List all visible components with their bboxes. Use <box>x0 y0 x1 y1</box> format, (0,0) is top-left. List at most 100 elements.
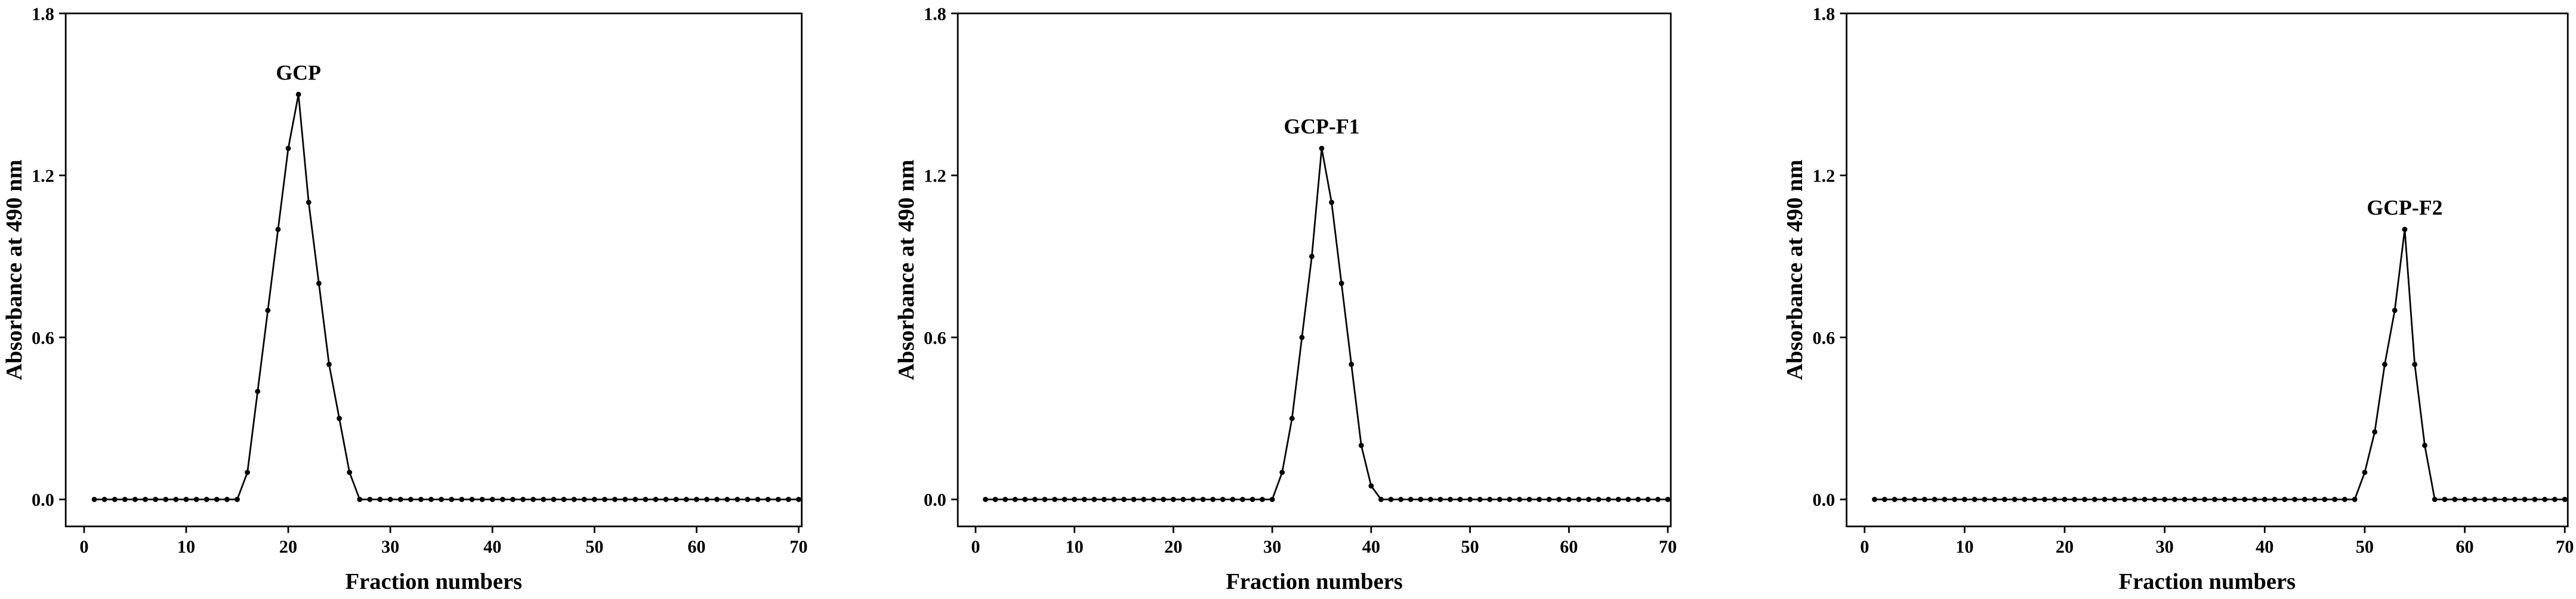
data-point <box>1338 281 1344 286</box>
data-point <box>367 496 373 502</box>
x-tick-label: 40 <box>1362 536 1380 557</box>
x-axis-label: Fraction numbers <box>345 569 522 594</box>
x-tick-label: 50 <box>585 536 603 557</box>
data-point <box>1220 496 1226 502</box>
data-point <box>469 496 475 502</box>
data-point <box>357 496 363 502</box>
data-point <box>337 416 343 422</box>
data-point <box>306 199 311 205</box>
data-point <box>2172 496 2177 502</box>
data-point <box>683 496 689 502</box>
data-point <box>1388 496 1394 502</box>
data-point <box>2112 496 2118 502</box>
data-point <box>653 496 659 502</box>
data-point <box>1942 496 1948 502</box>
data-point <box>245 469 251 475</box>
data-line <box>94 94 799 500</box>
data-point <box>2352 496 2358 502</box>
data-point <box>1111 496 1117 502</box>
y-tick-label: 0.0 <box>1812 490 1835 510</box>
data-point <box>1210 496 1216 502</box>
plot-frame <box>957 13 1672 527</box>
data-point <box>1437 496 1443 502</box>
data-point <box>1062 496 1068 502</box>
data-point <box>1368 483 1374 489</box>
data-point <box>2042 496 2047 502</box>
data-point <box>1289 416 1295 422</box>
data-point <box>1032 496 1038 502</box>
data-point <box>551 496 557 502</box>
data-point <box>2222 496 2228 502</box>
data-point <box>2082 496 2087 502</box>
data-point <box>203 496 209 502</box>
data-point <box>449 496 455 502</box>
data-point <box>983 496 988 502</box>
data-point <box>2072 496 2078 502</box>
data-point <box>1398 496 1403 502</box>
data-point <box>2552 496 2558 502</box>
x-tick-label: 70 <box>1659 536 1677 557</box>
data-point <box>1170 496 1176 502</box>
data-point <box>428 496 434 502</box>
data-point <box>591 496 597 502</box>
data-point <box>693 496 699 502</box>
data-point <box>91 496 97 502</box>
data-point <box>1418 496 1424 502</box>
y-tick-label: 1.8 <box>32 4 54 24</box>
data-point <box>2032 496 2038 502</box>
data-point <box>1457 496 1463 502</box>
data-point <box>2232 496 2238 502</box>
data-point <box>612 496 618 502</box>
data-point <box>1507 496 1513 502</box>
data-point <box>316 281 322 286</box>
x-tick-label: 20 <box>279 536 297 557</box>
x-tick-label: 0 <box>1860 536 1869 557</box>
data-point <box>2091 496 2097 502</box>
data-point <box>275 226 281 232</box>
data-point <box>235 496 240 502</box>
data-point <box>2482 496 2488 502</box>
data-point <box>1150 496 1156 502</box>
data-point <box>622 496 628 502</box>
data-point <box>2342 496 2347 502</box>
y-axis-label: Absorbance at 490 nm <box>2 159 27 380</box>
data-point <box>224 496 230 502</box>
data-point <box>633 496 638 502</box>
data-line <box>985 148 1668 500</box>
data-point <box>2452 496 2458 502</box>
data-point <box>326 361 332 367</box>
data-point <box>2182 496 2188 502</box>
data-point <box>1467 496 1473 502</box>
data-point <box>735 496 741 502</box>
x-tick-label: 60 <box>1560 536 1578 557</box>
data-point <box>1161 496 1167 502</box>
data-point <box>1497 496 1503 502</box>
data-point <box>1408 496 1414 502</box>
data-point <box>2362 469 2368 475</box>
y-tick-label: 0.6 <box>1812 328 1835 348</box>
data-point <box>2202 496 2208 502</box>
x-tick-label: 30 <box>2156 536 2174 557</box>
data-point <box>2022 496 2028 502</box>
data-point <box>479 496 485 502</box>
data-point <box>775 496 781 502</box>
x-tick-label: 30 <box>1263 536 1281 557</box>
data-point <box>1180 496 1186 502</box>
y-tick-label: 0.0 <box>32 490 54 510</box>
data-point <box>714 496 720 502</box>
data-point <box>1299 334 1305 340</box>
x-tick-label: 0 <box>971 536 980 557</box>
data-point <box>1042 496 1048 502</box>
data-point <box>1982 496 1988 502</box>
data-point <box>673 496 679 502</box>
data-point <box>1309 253 1315 259</box>
data-point <box>1072 496 1078 502</box>
data-point <box>112 496 118 502</box>
plot-frame <box>64 13 803 527</box>
data-point <box>2262 496 2268 502</box>
data-point <box>2002 496 2007 502</box>
data-point <box>1239 496 1245 502</box>
data-point <box>2562 496 2568 502</box>
